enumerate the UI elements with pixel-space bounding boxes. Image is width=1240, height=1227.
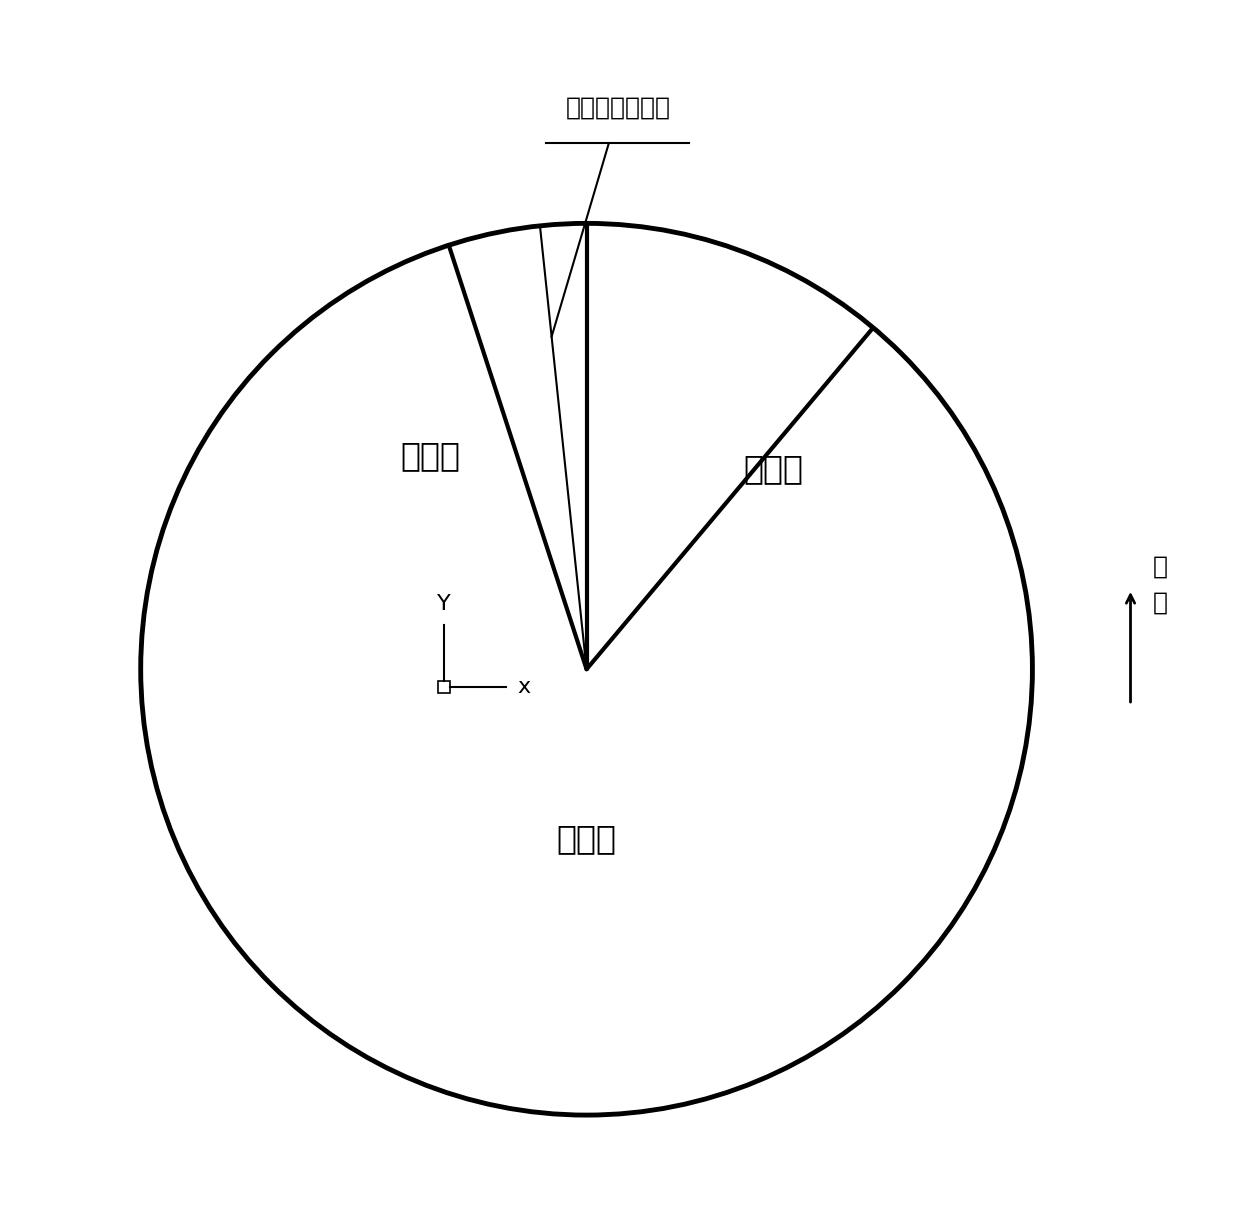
Text: Y: Y (436, 594, 451, 614)
Text: 旋: 旋 (1153, 555, 1168, 579)
Text: x: x (517, 677, 531, 697)
Text: 向: 向 (1153, 590, 1168, 615)
Text: 脱附区: 脱附区 (744, 452, 804, 485)
Text: 吸附区: 吸附区 (557, 822, 616, 855)
Text: 冷却区: 冷却区 (401, 439, 460, 471)
Text: 浓缩废气返回区: 浓缩废气返回区 (565, 96, 671, 119)
Bar (438, 681, 450, 693)
